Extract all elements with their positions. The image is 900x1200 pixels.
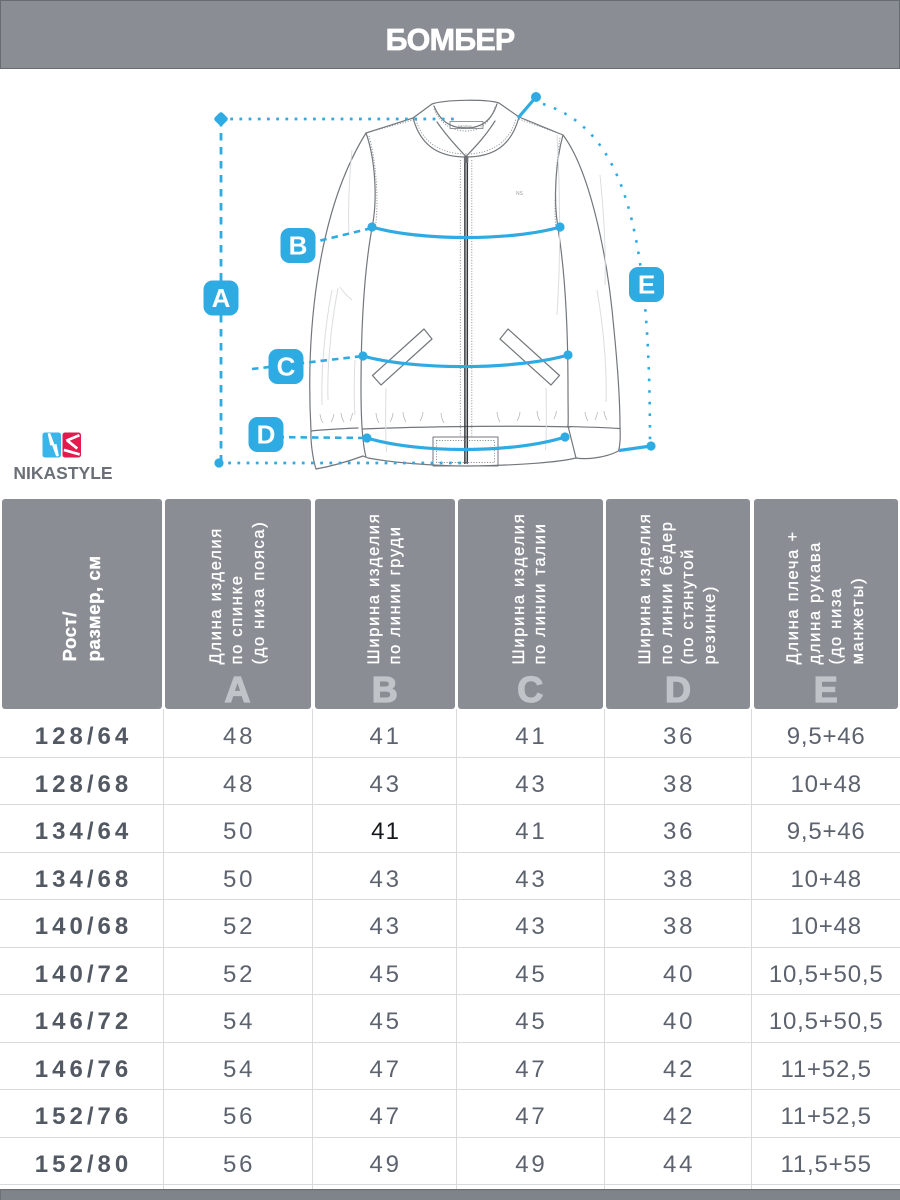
svg-text:nikastyle: nikastyle bbox=[458, 124, 472, 128]
svg-text:A: A bbox=[212, 283, 231, 313]
svg-text:C: C bbox=[277, 352, 296, 382]
svg-text:E: E bbox=[638, 270, 655, 300]
svg-text:D: D bbox=[257, 420, 276, 450]
svg-text:B: B bbox=[289, 231, 308, 261]
svg-text:NS: NS bbox=[516, 191, 524, 197]
